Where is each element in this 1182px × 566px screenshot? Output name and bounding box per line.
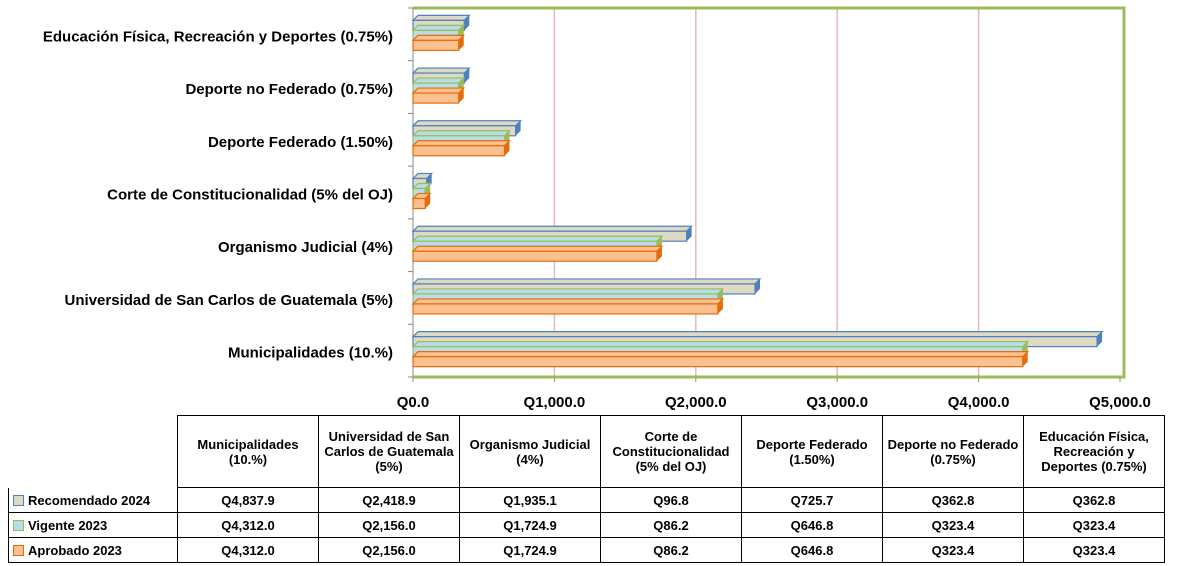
bar-top [411, 278, 762, 285]
bar [412, 145, 506, 157]
legend-label: Recomendado 2024 [28, 492, 151, 508]
table-value: Q646.8 [742, 538, 883, 563]
table-value: Q2,156.0 [319, 538, 460, 563]
table-value: Q86.2 [601, 513, 742, 538]
x-tick-label: Q5,000.0 [1089, 394, 1151, 411]
bar [412, 250, 658, 262]
bar-top [411, 87, 466, 94]
table-value: Q323.4 [1024, 538, 1165, 563]
table-row: Recomendado 2024 Q4,837.9 Q2,418.9 Q1,935.1… [8, 488, 1165, 513]
legend-swatch [13, 519, 24, 531]
column-header: Universidad de San Carlos de Guatemala (… [319, 415, 460, 488]
table-value: Q362.8 [883, 488, 1024, 513]
bar-side [1097, 331, 1103, 347]
y-tick-label: Universidad de San Carlos de Guatemala (… [65, 292, 393, 309]
bar-top [411, 77, 466, 84]
bar [412, 356, 1024, 368]
bar [412, 197, 426, 210]
y-tick-label: Deporte no Federado (0.75%) [185, 81, 393, 98]
table-value: Q4,312.0 [178, 538, 319, 563]
bar [412, 92, 460, 104]
y-tick-label: Educación Física, Recreación y Deportes … [43, 28, 393, 45]
x-tick-label: Q1,000.0 [524, 394, 586, 411]
bar-top [411, 34, 466, 41]
bar-side [425, 193, 431, 209]
bar-side [458, 88, 464, 104]
table-header-row: Municipalidades (10.%) Universidad de San… [8, 415, 1165, 488]
bar [412, 39, 460, 51]
table-value: Q725.7 [742, 488, 883, 513]
bar-top [411, 120, 523, 127]
y-tick-label: Organismo Judicial (4%) [218, 239, 393, 256]
table-value: Q362.8 [1024, 488, 1165, 513]
y-tick-label: Corte de Constitucionalidad (5% del OJ) [107, 186, 393, 203]
legend-swatch [13, 494, 24, 506]
bar-top [411, 225, 694, 232]
table-value: Q323.4 [883, 513, 1024, 538]
bar-top [411, 14, 471, 21]
table-value: Q96.8 [601, 488, 742, 513]
bar-side [464, 68, 470, 84]
bar-top [411, 351, 1030, 358]
bar-top [411, 288, 725, 295]
table-value: Q86.2 [601, 538, 742, 563]
bar-top [411, 235, 664, 242]
column-header: Deporte no Federado (0.75%) [883, 415, 1024, 488]
bar-top [411, 140, 511, 147]
bar-top [411, 67, 471, 74]
x-tick-label: Q0.0 [397, 394, 430, 411]
bar-top [411, 298, 725, 305]
column-header: Municipalidades (10.%) [178, 415, 319, 488]
bar-side [1022, 351, 1028, 367]
column-header: Deporte Federado (1.50%) [742, 415, 883, 488]
table-value: Q1,935.1 [460, 488, 601, 513]
bar-side [686, 226, 692, 242]
y-tick-label: Deporte Federado (1.50%) [208, 134, 393, 151]
table-value: Q4,312.0 [178, 513, 319, 538]
plot-border [413, 6, 1126, 379]
table-value: Q1,724.9 [460, 538, 601, 563]
bar-top [411, 24, 466, 31]
table-row: Aprobado 2023 Q4,312.0 Q2,156.0 Q1,724.9 Q86… [8, 538, 1165, 563]
table-value: Q2,418.9 [319, 488, 460, 513]
column-header: Organismo Judicial (4%) [460, 415, 601, 488]
table-value: Q646.8 [742, 513, 883, 538]
column-header: Educación Física, Recreación y Deportes … [1024, 415, 1165, 488]
table-value: Q323.4 [883, 538, 1024, 563]
data-table: Municipalidades (10.%) Universidad de San… [8, 415, 1165, 563]
bar-side [504, 140, 510, 156]
bar-side [717, 298, 723, 314]
chart: Q0.0 Q1,000.0 Q2,000.0 Q3,000.0 Q4,000.0 Q5,0… [43, 6, 1151, 411]
table-value: Q4,837.9 [178, 488, 319, 513]
legend-swatch [13, 544, 24, 556]
bar-side [464, 15, 470, 31]
bar-side [515, 120, 521, 136]
table-corner [8, 415, 178, 488]
y-tick-label: Municipalidades (10.%) [228, 345, 393, 362]
legend-entry: Recomendado 2024 [8, 488, 178, 513]
bar-top [411, 130, 511, 137]
x-tick-label: Q3,000.0 [806, 394, 868, 411]
bar-top [411, 245, 664, 252]
x-tick-label: Q4,000.0 [948, 394, 1010, 411]
bar-top [411, 331, 1104, 338]
x-tick-label: Q2,000.0 [665, 394, 727, 411]
legend-label: Aprobado 2023 [28, 542, 122, 558]
legend-entry: Vigente 2023 [8, 513, 178, 538]
table-value: Q323.4 [1024, 513, 1165, 538]
table-value: Q2,156.0 [319, 513, 460, 538]
column-header: Corte de Constitucionalidad (5% del OJ) [601, 415, 742, 488]
legend-label: Vigente 2023 [28, 517, 108, 533]
legend-entry: Aprobado 2023 [8, 538, 178, 563]
bar-side [656, 246, 662, 262]
table-value: Q1,724.9 [460, 513, 601, 538]
bar [412, 303, 719, 315]
bar-side [458, 35, 464, 51]
table-row: Vigente 2023 Q4,312.0 Q2,156.0 Q1,724.9 Q86.… [8, 513, 1165, 538]
bar-top [411, 341, 1030, 348]
bar-side [755, 278, 761, 294]
